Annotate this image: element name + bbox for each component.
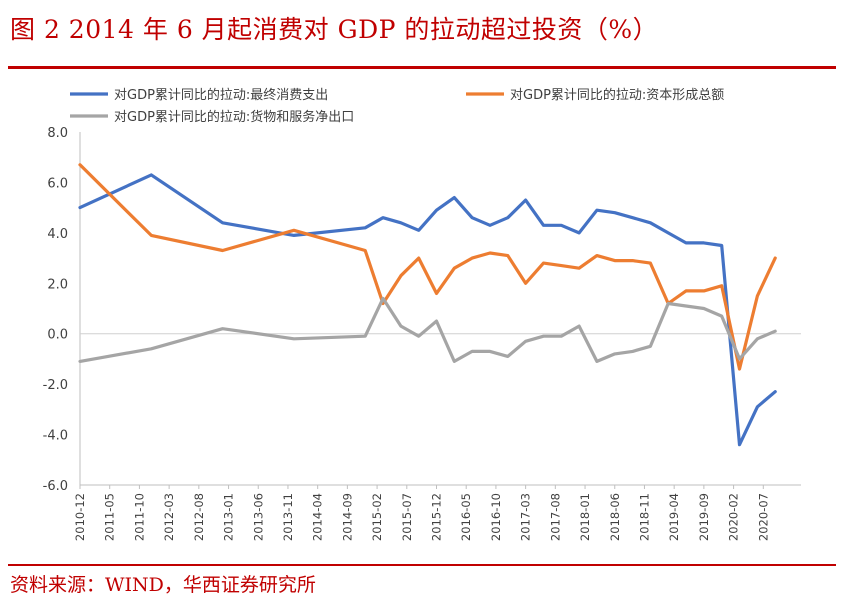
- x-tick-label: 2019-09: [697, 493, 711, 541]
- plot-area: [78, 163, 777, 447]
- y-tick-label: -6.0: [43, 479, 68, 494]
- legend-label-3: 对GDP累计同比的拉动:货物和服务净出口: [114, 109, 354, 125]
- x-tick-label: 2014-04: [311, 493, 325, 541]
- x-tick-label: 2020-02: [727, 493, 741, 541]
- source-note: 资料来源：WIND，华西证券研究所: [10, 574, 316, 596]
- legend: 对GDP累计同比的拉动:最终消费支出 对GDP累计同比的拉动:资本形成总额对GDP…: [70, 87, 724, 125]
- legend-label-2: 对GDP累计同比的拉动:资本形成总额: [510, 87, 724, 103]
- x-tick-label: 2014-09: [340, 493, 354, 541]
- legend-label-1: 对GDP累计同比的拉动:最终消费支出: [114, 87, 328, 103]
- x-tick-label: 2019-04: [667, 493, 681, 541]
- x-tick-label: 2010-12: [73, 493, 87, 541]
- y-tick-label: 2.0: [47, 277, 68, 292]
- x-tick-label: 2013-11: [281, 493, 295, 541]
- y-tick-label: 8.0: [47, 126, 68, 141]
- x-tick-label: 2017-03: [519, 493, 533, 541]
- series-line-1: [78, 173, 777, 447]
- x-tick-label: 2018-01: [578, 493, 592, 541]
- y-tick-label: -4.0: [43, 429, 68, 444]
- y-tick-label: -2.0: [43, 378, 68, 393]
- x-tick-label: 2015-12: [430, 493, 444, 541]
- x-tick-label: 2018-11: [637, 493, 651, 541]
- y-tick-label: 4.0: [47, 227, 68, 242]
- x-tick-label: 2012-08: [192, 493, 206, 541]
- x-tick-label: 2012-03: [162, 493, 176, 541]
- x-tick-label: 2011-05: [103, 493, 117, 541]
- x-tick-label: 2013-06: [251, 493, 265, 541]
- x-tick-label: 2018-06: [608, 493, 622, 541]
- series-line-3: [78, 296, 777, 363]
- y-tick-label: 0.0: [47, 328, 68, 343]
- x-tick-label: 2015-07: [400, 493, 414, 541]
- x-tick-label: 2016-05: [459, 493, 473, 541]
- line-chart: 对GDP累计同比的拉动:最终消费支出 对GDP累计同比的拉动:资本形成总额对GDP…: [43, 87, 801, 541]
- x-tick-label: 2020-07: [756, 493, 770, 541]
- x-tick-label: 2011-10: [132, 493, 146, 541]
- axes: 8.0 6.0 4.0 2.0 0.0 -2.0 -4.0 -6.0 2010-12 2011-0…: [43, 126, 801, 541]
- y-tick-label: 6.0: [47, 176, 68, 191]
- x-tick-label: 2016-10: [489, 493, 503, 541]
- x-tick-label: 2013-01: [222, 493, 236, 541]
- x-tick-label: 2017-08: [548, 493, 562, 541]
- figure-title: 图 2 2014 年 6 月起消费对 GDP 的拉动超过投资（%）: [10, 15, 659, 44]
- title-rule: [8, 66, 836, 69]
- series-line-2: [78, 163, 777, 371]
- source-rule: [8, 564, 836, 566]
- x-tick-label: 2015-02: [370, 493, 384, 541]
